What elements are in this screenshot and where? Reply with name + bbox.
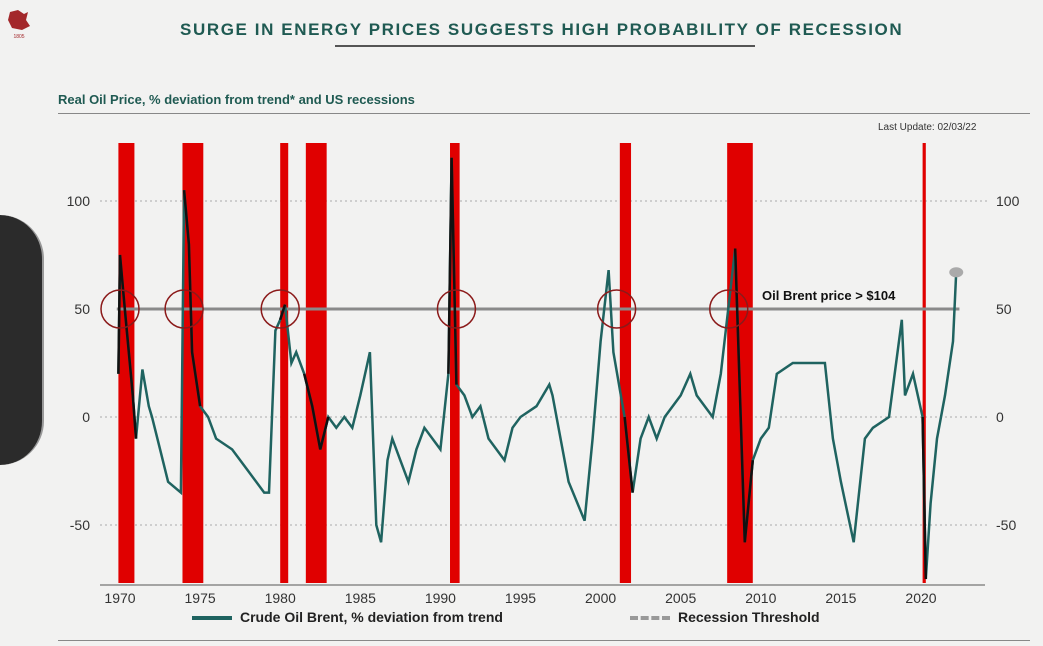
y-tick-label-left: 50 <box>74 301 90 317</box>
x-tick-label: 1985 <box>345 590 376 606</box>
brent-deviation-line <box>117 157 958 580</box>
recession-band <box>118 143 135 583</box>
presenter-video-thumbnail <box>0 215 44 465</box>
threshold-crossing-circle <box>436 289 477 329</box>
threshold-annotation: Oil Brent price > $104 <box>762 288 896 303</box>
chart-subtitle: Real Oil Price, % deviation from trend* … <box>58 92 415 107</box>
recession-segment-line <box>279 304 287 321</box>
legend-line-swatch <box>192 616 232 621</box>
x-tick-label: 1970 <box>104 590 135 606</box>
recession-band <box>619 143 632 583</box>
x-tick-label: 1975 <box>185 590 216 606</box>
divider <box>58 640 1030 641</box>
recession-segment-line <box>921 416 928 580</box>
y-tick-label-left: -50 <box>70 517 90 533</box>
y-tick-label-right: 100 <box>996 193 1020 209</box>
threshold-crossing-circle <box>596 289 637 329</box>
legend-item-threshold: Recession Threshold <box>630 609 820 625</box>
recession-band <box>280 143 289 583</box>
x-tick-label: 1995 <box>505 590 536 606</box>
y-tick-label-left: 100 <box>67 193 91 209</box>
threshold-crossing-circle <box>164 289 204 329</box>
threshold-crossing-circle <box>709 289 749 329</box>
y-tick-label-left: 0 <box>82 409 90 425</box>
recession-segment-line <box>733 248 755 543</box>
recession-segment-line <box>303 373 330 450</box>
divider <box>58 113 1030 114</box>
page-title: SURGE IN ENERGY PRICES SUGGESTS HIGH PRO… <box>180 20 904 39</box>
x-tick-label: 2020 <box>905 590 936 606</box>
latest-point-marker <box>949 267 964 278</box>
logo-year: 1805 <box>13 34 24 40</box>
legend-label: Recession Threshold <box>678 609 820 625</box>
recession-segment-line <box>447 157 458 385</box>
recession-segment-line <box>117 254 138 439</box>
recession-segment-line <box>623 416 634 493</box>
last-update: Last Update: 02/03/22 <box>878 122 977 133</box>
y-tick-label-right: 0 <box>996 409 1004 425</box>
legend-label: Crude Oil Brent, % deviation from trend <box>240 609 503 625</box>
x-tick-label: 2010 <box>745 590 776 606</box>
x-tick-label: 1980 <box>265 590 296 606</box>
x-tick-label: 1990 <box>425 590 456 606</box>
lion-logo-icon: 1805 <box>8 10 30 40</box>
x-tick-label: 2000 <box>585 590 616 606</box>
x-tick-label: 2015 <box>825 590 856 606</box>
recession-band <box>305 143 327 583</box>
legend-dash-swatch <box>630 616 670 621</box>
recession-band <box>922 143 926 583</box>
y-tick-label-right: 50 <box>996 301 1012 317</box>
legend-item-brent: Crude Oil Brent, % deviation from trend <box>192 609 503 625</box>
threshold-crossing-circle <box>260 289 300 329</box>
y-tick-label-right: -50 <box>996 517 1016 533</box>
threshold-crossing-circle <box>100 289 140 329</box>
recession-segment-line <box>182 190 202 407</box>
x-tick-label: 2005 <box>665 590 696 606</box>
title-underline <box>335 45 755 47</box>
